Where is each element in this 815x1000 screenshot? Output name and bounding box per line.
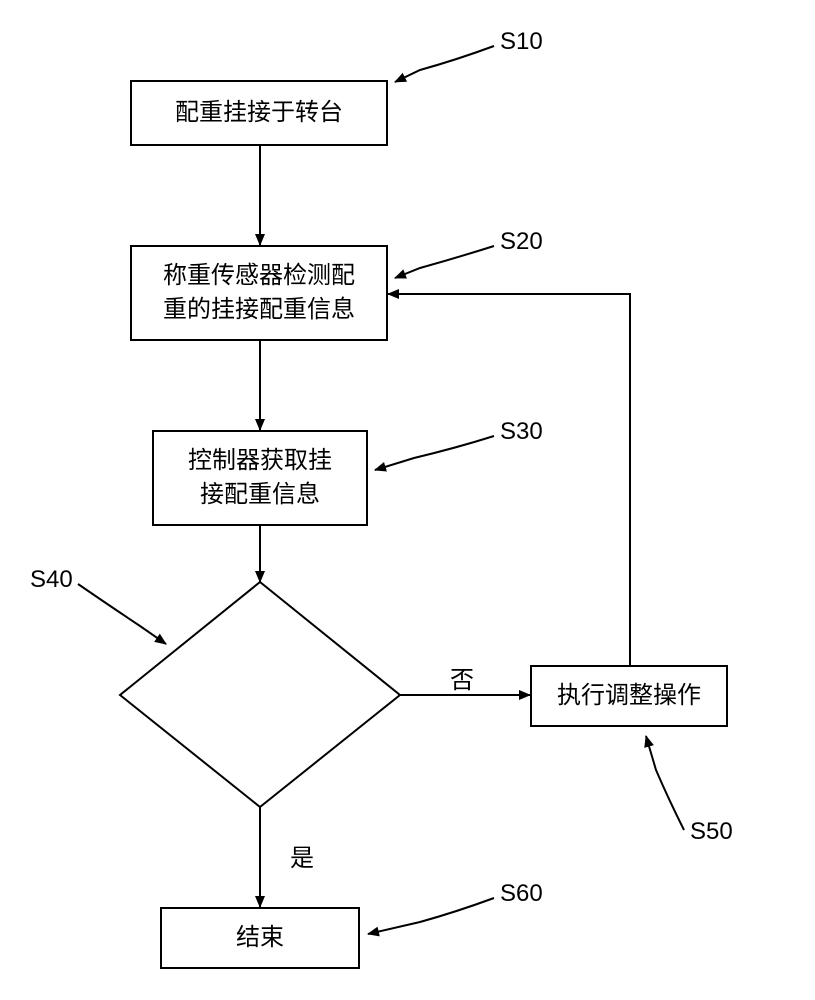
node-s60: 结束 [160,907,360,969]
step-label-s10: S10 [500,28,543,56]
edge-label-no: 否 [450,660,474,695]
step-label-s30: S30 [500,418,543,446]
step-label-s60: S60 [500,880,543,908]
pointer-s60 [368,898,494,934]
edge-s50-s20 [388,294,630,665]
node-s60-text: 结束 [236,921,284,955]
flowchart-canvas: 配重挂接于转台 称重传感器检测配重的挂接配重信息 控制器获取挂接配重信息 执行调… [0,0,815,1000]
step-label-s40: S40 [30,566,73,594]
node-s50-text: 执行调整操作 [557,679,701,713]
pointer-s20 [395,246,494,278]
pointer-s50 [646,736,684,830]
node-s10-text: 配重挂接于转台 [175,96,343,130]
node-s20-text: 称重传感器检测配重的挂接配重信息 [163,259,355,326]
node-s40-text: 判断挂接配重信息与预设配重信息是否一致 [164,646,356,743]
node-s30-text: 控制器获取挂接配重信息 [188,444,332,511]
arrows-svg [0,0,815,1000]
edge-label-yes: 是 [290,838,314,873]
pointer-s30 [375,436,494,470]
node-s10: 配重挂接于转台 [130,80,388,146]
node-s20: 称重传感器检测配重的挂接配重信息 [130,245,388,341]
step-label-s20: S20 [500,228,543,256]
step-label-s50: S50 [690,818,733,846]
node-s40-textbox: 判断挂接配重信息与预设配重信息是否一致 [140,630,380,760]
pointer-s10 [395,46,494,82]
node-s50: 执行调整操作 [530,665,728,727]
node-s30: 控制器获取挂接配重信息 [152,430,368,526]
